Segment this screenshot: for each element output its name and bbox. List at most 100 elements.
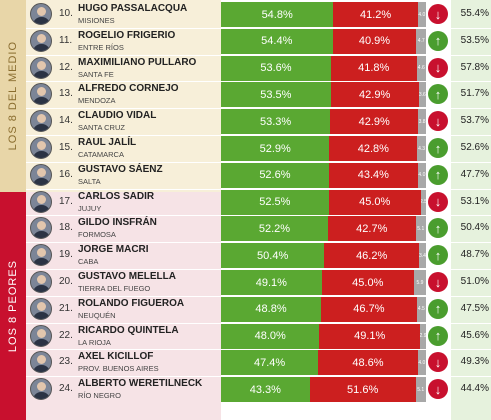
previous-score: 53.7% xyxy=(460,115,489,127)
middle-group-background xyxy=(26,0,221,192)
row-divider xyxy=(26,349,491,351)
row-divider xyxy=(26,161,491,163)
positive-bar: 52.5% xyxy=(221,189,329,215)
arrow-down-icon: ↓ xyxy=(428,191,448,212)
ns-nc-bar: 4.6 xyxy=(416,55,426,81)
approval-bar: 54.4% 40.9% 4.7 xyxy=(221,28,426,54)
negative-bar: 46.7% xyxy=(321,296,417,322)
governor-name: CLAUDIO VIDAL xyxy=(78,110,157,122)
arrow-up-icon: ↑ xyxy=(428,325,448,346)
province-name: SANTA FE xyxy=(78,69,114,79)
rank-number: 18. xyxy=(59,222,73,234)
province-name: CABA xyxy=(78,257,99,267)
arrow-up-icon: ↑ xyxy=(428,164,448,185)
rank-number: 11. xyxy=(59,34,73,46)
province-name: SANTA CRUZ xyxy=(78,123,125,133)
negative-bar: 45.0% xyxy=(328,189,421,215)
avatar xyxy=(30,190,52,213)
avatar xyxy=(30,351,52,374)
negative-bar: 40.9% xyxy=(332,28,417,54)
row-divider xyxy=(26,376,491,378)
avatar xyxy=(30,324,52,347)
governor-name: GUSTAVO MELELLA xyxy=(78,271,176,282)
table-row: 19. JORGE MACRI CABA 50.4% 46.2% 3.4 ↑ 4… xyxy=(26,242,491,269)
avatar xyxy=(30,244,52,267)
province-name: ENTRE RÍOS xyxy=(78,42,124,52)
row-divider xyxy=(26,295,491,297)
avatar xyxy=(30,378,52,401)
governor-name: JORGE MACRI xyxy=(78,244,149,256)
arrow-up-icon: ↑ xyxy=(428,84,448,105)
row-divider xyxy=(26,27,491,29)
ns-nc-bar: 5.1 xyxy=(415,216,426,242)
negative-bar: 42.9% xyxy=(330,109,419,135)
row-divider xyxy=(26,108,491,110)
positive-bar: 50.4% xyxy=(221,243,325,269)
ns-nc-bar: 2.5 xyxy=(420,189,426,215)
previous-score: 47.7% xyxy=(460,168,489,180)
province-name: CATAMARCA xyxy=(78,150,124,159)
avatar xyxy=(30,297,52,320)
avatar xyxy=(30,3,52,25)
governor-name: ROGELIO FRIGERIO xyxy=(78,29,176,41)
previous-score: 49.3% xyxy=(460,356,489,368)
negative-bar: 51.6% xyxy=(309,377,416,403)
previous-score: 53.1% xyxy=(460,195,489,207)
ns-nc-bar: 5.9 xyxy=(413,270,426,295)
ns-nc-bar: 3.4 xyxy=(419,243,426,269)
governor-name: ALFREDO CORNEJO xyxy=(78,83,179,95)
avatar xyxy=(30,137,52,159)
table-row: 12. MAXIMILIANO PULLARO SANTA FE 53.6% 4… xyxy=(26,55,491,82)
province-name: SALTA xyxy=(78,176,101,186)
table-row: 15. RAUL JALÍL CATAMARCA 52.9% 42.8% 4.3… xyxy=(26,135,491,162)
row-divider xyxy=(26,269,491,270)
group-label-middle: LOS 8 DEL MEDIO xyxy=(7,41,19,151)
row-divider xyxy=(26,54,491,56)
province-name: NEUQUÉN xyxy=(78,310,116,320)
rank-number: 20. xyxy=(59,276,73,287)
rank-number: 22. xyxy=(59,329,73,341)
previous-score: 45.6% xyxy=(460,329,489,341)
table-row: 24. ALBERTO WERETILNECK RÍO NEGRO 43.3% … xyxy=(26,376,491,403)
positive-bar: 54.8% xyxy=(221,2,334,27)
avatar xyxy=(30,83,52,106)
previous-score: 48.7% xyxy=(460,249,489,261)
approval-bar: 53.5% 42.9% 3.6 xyxy=(221,82,426,108)
positive-bar: 52.2% xyxy=(221,216,328,242)
table-row: 23. AXEL KICILLOF PROV. BUENOS AIRES 47.… xyxy=(26,349,491,376)
avatar xyxy=(30,110,52,133)
rank-number: 23. xyxy=(59,356,73,368)
negative-bar: 43.4% xyxy=(328,162,418,188)
negative-bar: 46.2% xyxy=(324,243,420,269)
approval-bar: 52.6% 43.4% 4.0 xyxy=(221,162,426,188)
governor-name: ALBERTO WERETILNECK xyxy=(78,378,203,390)
approval-bar: 47.4% 48.6% 4.0 xyxy=(221,350,426,376)
rank-number: 21. xyxy=(59,302,73,314)
positive-bar: 47.4% xyxy=(221,350,319,376)
approval-bar: 53.6% 41.8% 4.6 xyxy=(221,55,426,81)
rank-number: 10. xyxy=(59,8,73,19)
arrow-down-icon: ↓ xyxy=(428,352,448,373)
positive-bar: 54.4% xyxy=(221,28,333,54)
table-row: 16. GUSTAVO SÁENZ SALTA 52.6% 43.4% 4.0 … xyxy=(26,162,491,189)
arrow-up-icon: ↑ xyxy=(428,298,448,319)
approval-bar: 49.1% 45.0% 5.9 xyxy=(221,270,426,295)
arrow-up-icon: ↑ xyxy=(428,138,448,158)
province-name: PROV. BUENOS AIRES xyxy=(78,364,159,374)
governor-name: GILDO INSFRÁN xyxy=(78,217,157,229)
previous-score: 53.5% xyxy=(460,34,489,46)
row-divider xyxy=(26,215,491,217)
group-band-worst: LOS 8 PEORES xyxy=(0,192,26,420)
province-name: RÍO NEGRO xyxy=(78,391,121,401)
rank-number: 14. xyxy=(59,115,73,127)
row-divider xyxy=(26,322,491,324)
ns-nc-bar: 4.0 xyxy=(417,2,426,27)
governor-name: GUSTAVO SÁENZ xyxy=(78,163,163,175)
row-divider xyxy=(26,135,491,136)
approval-bar: 52.9% 42.8% 4.3 xyxy=(221,136,426,161)
previous-score: 51.0% xyxy=(460,276,489,287)
positive-bar: 53.5% xyxy=(221,82,331,108)
table-row: 22. RICARDO QUINTELA LA RIOJA 48.0% 49.1… xyxy=(26,323,491,350)
governor-name: CARLOS SADIR xyxy=(78,190,155,202)
positive-bar: 43.3% xyxy=(221,377,310,403)
